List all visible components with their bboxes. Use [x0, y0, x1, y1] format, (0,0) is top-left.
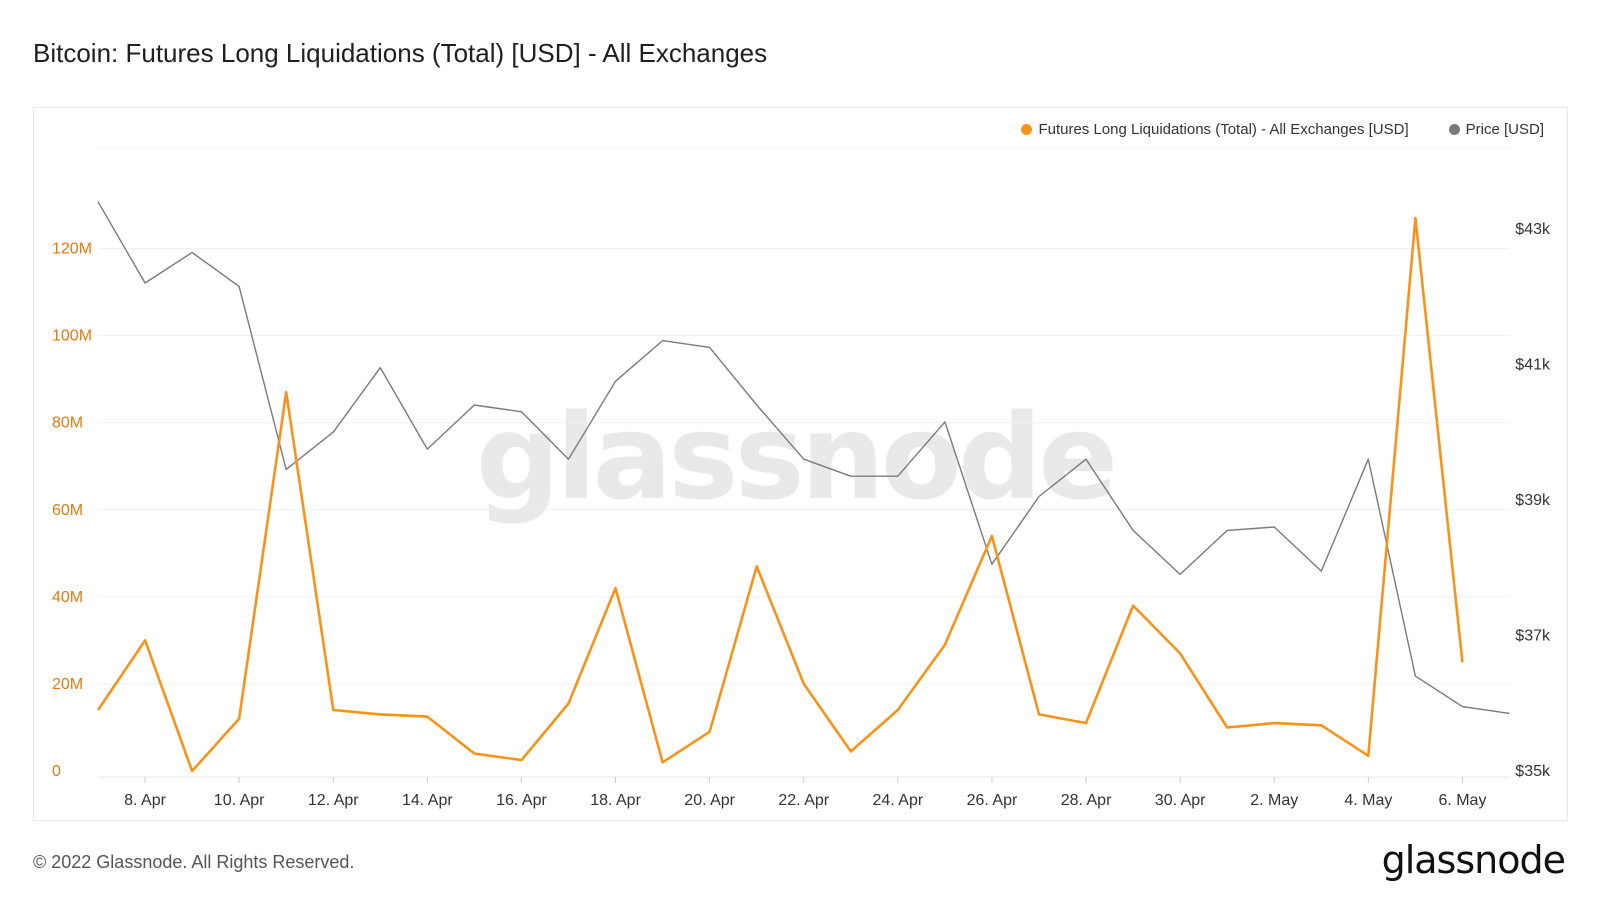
left-tick-label: 120M: [52, 241, 92, 258]
right-tick-label: $43k: [1515, 221, 1551, 238]
series-line-price: [97, 201, 1510, 715]
grid-layer: [98, 147, 1510, 685]
x-tick-label: 28. Apr: [1061, 792, 1112, 809]
right-axis: $35k $37k $39k $41k $43k: [1515, 221, 1551, 780]
x-tick-label: 24. Apr: [872, 792, 923, 809]
series-layer: [96, 201, 1510, 773]
x-tick-label: 14. Apr: [402, 792, 453, 809]
left-tick-label: 60M: [52, 502, 83, 519]
x-tick-label: 6. May: [1438, 792, 1486, 809]
watermark: glassnode: [476, 388, 1115, 526]
legend-dot-liquidations: [1021, 124, 1033, 135]
left-tick-label: 40M: [52, 589, 83, 606]
series-line-liquidations: [96, 216, 1464, 773]
left-tick-label: 80M: [52, 415, 83, 432]
legend-label-liquidations: Futures Long Liquidations (Total) - All …: [1038, 121, 1409, 138]
x-tick-label: 30. Apr: [1155, 792, 1206, 809]
right-tick-label: $37k: [1515, 627, 1551, 644]
copyright-footer: © 2022 Glassnode. All Rights Reserved.: [33, 852, 355, 872]
legend-item-price[interactable]: Price [USD]: [1448, 121, 1544, 138]
left-axis: 0 20M 40M 60M 80M 100M 120M: [52, 241, 92, 780]
x-tick-label: 4. May: [1344, 792, 1392, 809]
chart-title: Bitcoin: Futures Long Liquidations (Tota…: [33, 38, 768, 68]
legend-item-liquidations[interactable]: Futures Long Liquidations (Total) - All …: [1021, 121, 1409, 138]
x-tick-label: 10. Apr: [214, 792, 265, 809]
left-tick-label: 0: [52, 763, 61, 780]
x-tick-label: 8. Apr: [124, 792, 166, 809]
x-tick-label: 22. Apr: [778, 792, 829, 809]
x-tick-label: 12. Apr: [308, 792, 359, 809]
right-tick-label: $41k: [1515, 356, 1551, 373]
x-tick-label: 18. Apr: [590, 792, 641, 809]
legend-label-price: Price [USD]: [1465, 121, 1544, 138]
left-tick-label: 100M: [52, 328, 92, 345]
x-axis: 8. Apr 10. Apr 12. Apr 14. Apr 16. Apr 18. Ap…: [98, 776, 1510, 809]
legend: Futures Long Liquidations (Total) - All …: [1021, 121, 1544, 138]
brand-logo: glassnode: [1381, 838, 1566, 882]
x-tick-label: 26. Apr: [967, 792, 1018, 809]
right-tick-label: $35k: [1515, 763, 1551, 780]
right-tick-label: $39k: [1515, 492, 1551, 509]
chart-panel: [33, 107, 1568, 821]
x-tick-label: 16. Apr: [496, 792, 547, 809]
legend-dot-price: [1448, 124, 1460, 135]
x-tick-label: 2. May: [1250, 792, 1298, 809]
left-tick-label: 20M: [52, 676, 83, 693]
x-tick-label: 20. Apr: [684, 792, 735, 809]
